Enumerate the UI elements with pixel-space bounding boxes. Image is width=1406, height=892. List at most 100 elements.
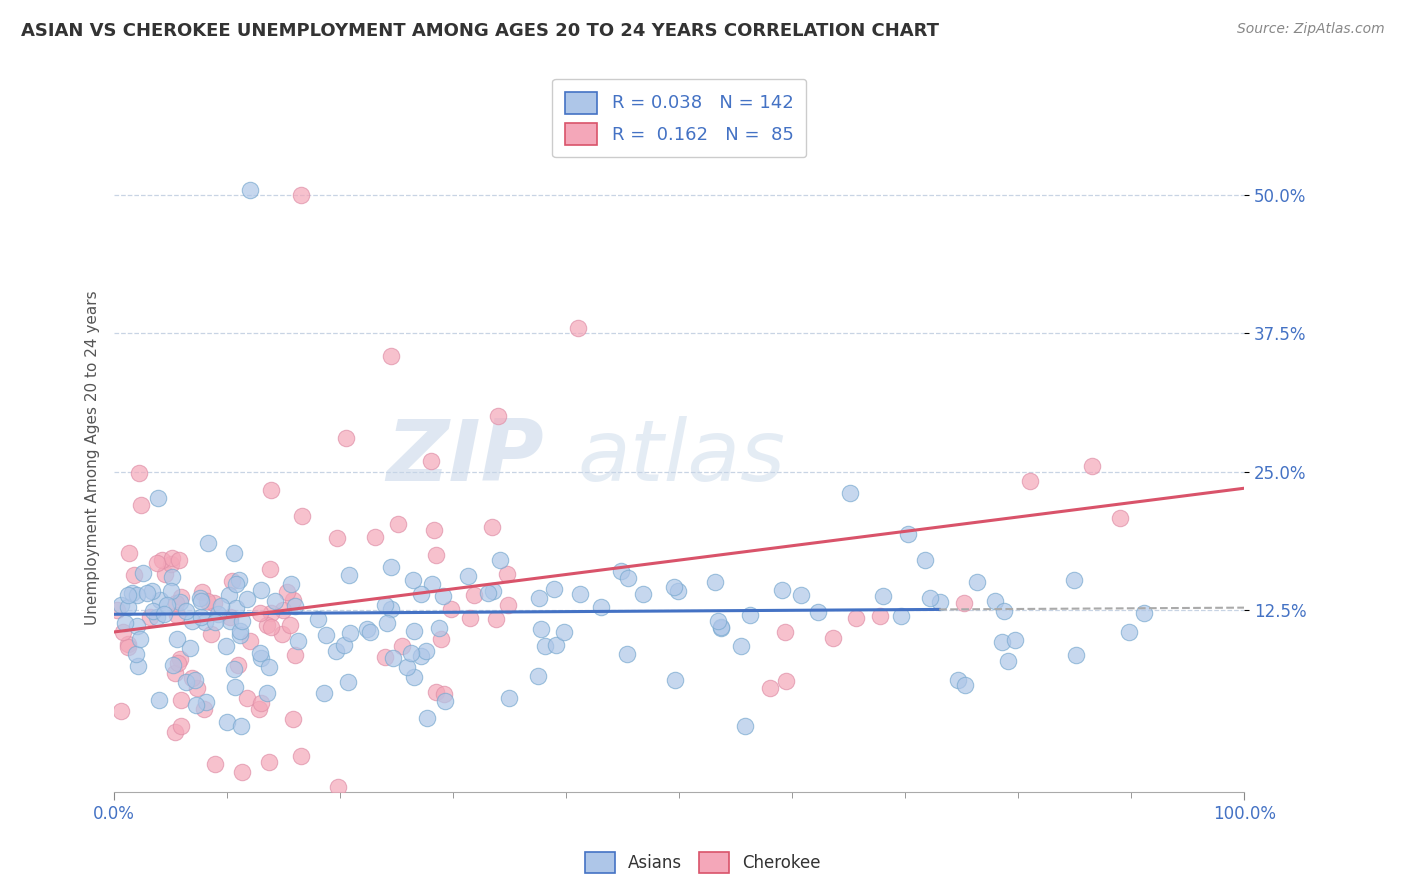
- Point: [890, 609, 912, 624]
- Point: [387, 517, 409, 532]
- Point: [463, 588, 485, 602]
- Point: [325, 644, 347, 658]
- Point: [184, 698, 207, 712]
- Point: [117, 588, 139, 602]
- Point: [190, 585, 212, 599]
- Point: [339, 625, 361, 640]
- Point: [568, 587, 591, 601]
- Point: [224, 680, 246, 694]
- Point: [118, 546, 141, 560]
- Point: [382, 651, 405, 665]
- Point: [231, 719, 253, 733]
- Point: [314, 686, 336, 700]
- Point: [396, 660, 419, 674]
- Point: [231, 765, 253, 780]
- Point: [1133, 607, 1156, 621]
- Point: [125, 648, 148, 662]
- Point: [225, 600, 247, 615]
- Point: [209, 599, 232, 613]
- Point: [609, 564, 631, 578]
- Point: [179, 641, 201, 656]
- Point: [271, 603, 294, 617]
- Point: [420, 577, 443, 591]
- Point: [139, 609, 162, 624]
- Point: [991, 634, 1014, 648]
- Point: [409, 649, 432, 664]
- Point: [399, 646, 422, 660]
- Point: [249, 646, 271, 660]
- Point: [160, 550, 183, 565]
- Point: [730, 639, 752, 653]
- Point: [159, 557, 181, 571]
- Point: [184, 673, 207, 688]
- Point: [125, 619, 148, 633]
- Point: [806, 605, 828, 619]
- Point: [481, 520, 503, 534]
- Point: [290, 188, 312, 202]
- Point: [190, 610, 212, 624]
- Point: [430, 632, 453, 646]
- Point: [195, 696, 218, 710]
- Point: [415, 643, 437, 657]
- Point: [1109, 510, 1132, 524]
- Point: [250, 651, 273, 665]
- Point: [204, 756, 226, 771]
- Point: [845, 611, 868, 625]
- Point: [433, 687, 456, 701]
- Point: [259, 660, 281, 674]
- Point: [181, 614, 204, 628]
- Point: [136, 586, 159, 600]
- Point: [146, 610, 169, 624]
- Point: [194, 615, 217, 630]
- Point: [633, 587, 655, 601]
- Point: [229, 624, 252, 638]
- Point: [709, 620, 731, 634]
- Point: [160, 569, 183, 583]
- Point: [250, 696, 273, 710]
- Point: [239, 183, 262, 197]
- Point: [181, 671, 204, 685]
- Point: [190, 594, 212, 608]
- Point: [190, 591, 212, 606]
- Point: [207, 607, 229, 622]
- Point: [307, 612, 329, 626]
- Point: [485, 612, 508, 626]
- Point: [543, 582, 565, 596]
- Point: [141, 583, 163, 598]
- Point: [112, 625, 135, 640]
- Point: [477, 586, 499, 600]
- Point: [163, 666, 186, 681]
- Point: [256, 618, 278, 632]
- Point: [486, 409, 509, 424]
- Point: [496, 598, 519, 612]
- Point: [128, 467, 150, 481]
- Point: [219, 614, 242, 628]
- Point: [335, 432, 357, 446]
- Text: Source: ZipAtlas.com: Source: ZipAtlas.com: [1237, 22, 1385, 37]
- Point: [553, 625, 575, 640]
- Point: [482, 584, 505, 599]
- Point: [374, 598, 396, 612]
- Point: [333, 638, 356, 652]
- Point: [132, 566, 155, 580]
- Point: [169, 719, 191, 733]
- Point: [195, 594, 218, 608]
- Point: [200, 626, 222, 640]
- Point: [1081, 458, 1104, 473]
- Point: [290, 748, 312, 763]
- Point: [264, 594, 287, 608]
- Point: [498, 691, 520, 706]
- Point: [117, 599, 139, 614]
- Point: [356, 622, 378, 636]
- Point: [527, 669, 550, 683]
- Point: [997, 654, 1019, 668]
- Point: [897, 527, 920, 541]
- Point: [567, 321, 589, 335]
- Point: [966, 574, 988, 589]
- Point: [225, 577, 247, 591]
- Point: [336, 675, 359, 690]
- Point: [738, 607, 761, 622]
- Point: [402, 573, 425, 587]
- Point: [380, 559, 402, 574]
- Point: [236, 591, 259, 606]
